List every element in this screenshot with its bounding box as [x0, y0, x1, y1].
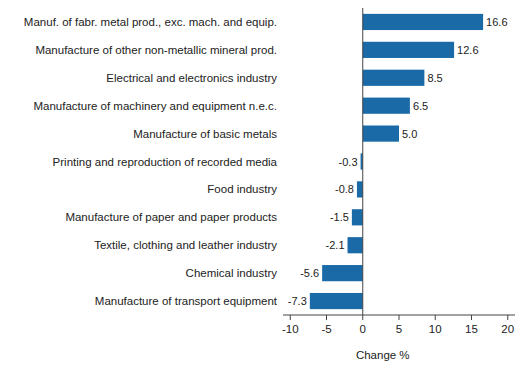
- bar: [322, 265, 363, 281]
- zero-line: [362, 8, 363, 315]
- labels: Manuf. of fabr. metal prod., exc. mach. …: [24, 16, 508, 307]
- category-label: Manufacture of basic metals: [133, 128, 277, 140]
- tick-label: 10: [429, 323, 442, 335]
- bar: [363, 70, 425, 86]
- axis-title: Change %: [356, 349, 410, 361]
- data-label: 5.0: [402, 128, 417, 140]
- category-label: Manufacture of machinery and equipment n…: [33, 100, 277, 112]
- data-label: 16.6: [486, 16, 507, 28]
- category-label: Textile, clothing and leather industry: [94, 239, 277, 251]
- category-label: Chemical industry: [186, 267, 278, 279]
- tick: [471, 315, 472, 320]
- data-label: -7.3: [288, 295, 307, 307]
- data-label: 6.5: [413, 100, 428, 112]
- bar: [352, 209, 363, 225]
- category-label: Manufacture of other non-metallic minera…: [35, 44, 277, 56]
- tick-label: 0: [360, 323, 366, 335]
- bar: [357, 181, 363, 197]
- category-label: Manufacture of transport equipment: [95, 295, 278, 307]
- category-label: Manuf. of fabr. metal prod., exc. mach. …: [24, 16, 277, 28]
- chart: Manuf. of fabr. metal prod., exc. mach. …: [0, 0, 529, 378]
- tick: [507, 315, 508, 320]
- tick: [435, 315, 436, 320]
- data-label: -5.6: [300, 267, 319, 279]
- data-label: -1.5: [330, 211, 349, 223]
- bar: [363, 14, 483, 30]
- tick-label: -10: [282, 323, 299, 335]
- tick-label: 5: [396, 323, 402, 335]
- data-label: -0.3: [339, 156, 358, 168]
- bar: [363, 125, 399, 141]
- category-label: Food industry: [207, 183, 277, 195]
- data-label: 12.6: [457, 44, 478, 56]
- tick: [399, 315, 400, 320]
- category-label: Manufacture of paper and paper products: [65, 211, 277, 223]
- tick: [326, 315, 327, 320]
- tick: [362, 315, 363, 320]
- data-label: -2.1: [326, 239, 345, 251]
- bar: [348, 237, 363, 253]
- data-label: 8.5: [427, 72, 442, 84]
- tick-label: 15: [465, 323, 478, 335]
- bar: [363, 42, 454, 58]
- tick-label: 20: [501, 323, 514, 335]
- bar: [363, 98, 410, 114]
- bar: [310, 293, 363, 309]
- tick: [290, 315, 291, 320]
- data-label: -0.8: [335, 183, 354, 195]
- category-label: Printing and reproduction of recorded me…: [53, 156, 278, 168]
- category-label: Electrical and electronics industry: [106, 72, 277, 84]
- tick-label: -5: [321, 323, 331, 335]
- bars: [310, 14, 483, 309]
